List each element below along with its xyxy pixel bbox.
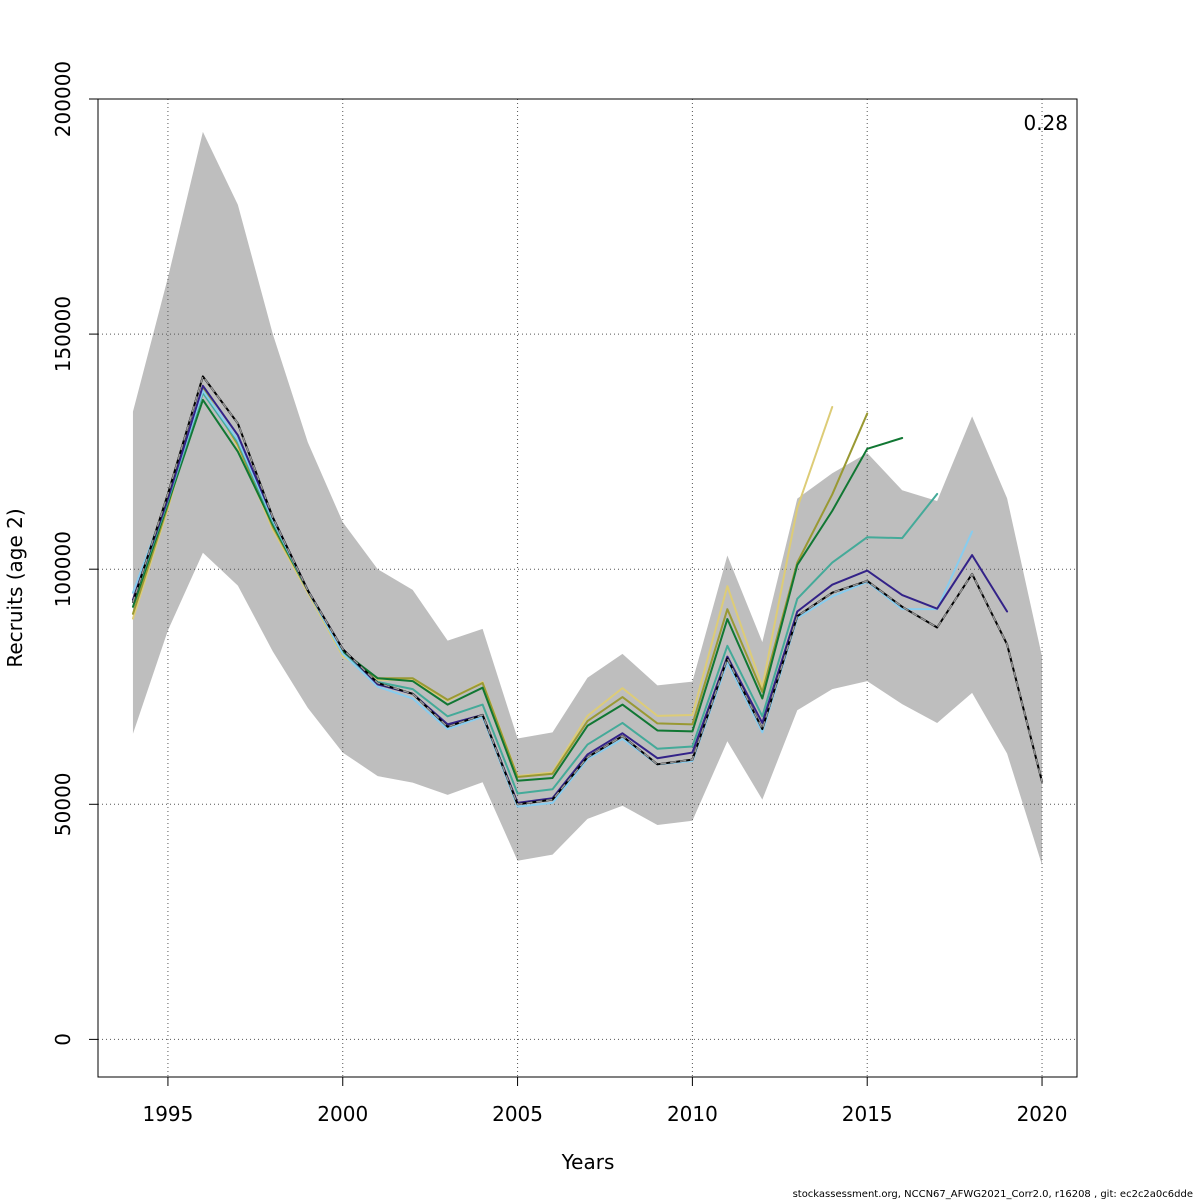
y-tick-label: 50000: [51, 772, 75, 836]
plot-border: [97, 98, 1078, 1078]
footer-caption: stockassessment.org, NCCN67_AFWG2021_Cor…: [793, 1189, 1193, 1200]
y-axis-title: Recruits (age 2): [3, 508, 27, 667]
x-tick-label: 2015: [842, 1102, 893, 1126]
x-tick-label: 2005: [492, 1102, 543, 1126]
series-line-7: [132, 375, 1043, 805]
y-tick-label: 200000: [51, 61, 75, 137]
y-tick-label: 0: [51, 1033, 75, 1046]
plot-area: [97, 98, 1078, 1078]
series-line-4: [131, 389, 974, 808]
x-axis-title: Years: [561, 1150, 615, 1174]
x-tick-label: 1995: [142, 1102, 193, 1126]
y-axis: 0 50000 100000 150000 200000: [51, 61, 98, 1046]
x-tick-label: 2000: [317, 1102, 368, 1126]
confidence-band: [132, 131, 1043, 865]
y-tick-label: 150000: [51, 296, 75, 372]
y-tick-label: 100000: [51, 531, 75, 607]
series-line-2: [131, 398, 904, 782]
series-line-1: [131, 387, 869, 779]
x-tick-label: 2020: [1017, 1102, 1068, 1126]
x-tick-label: 2010: [667, 1102, 718, 1126]
x-axis: 1995 2000 2005 2010 2015 2020: [142, 1077, 1067, 1126]
corner-annotation: 0.28: [1023, 111, 1068, 135]
